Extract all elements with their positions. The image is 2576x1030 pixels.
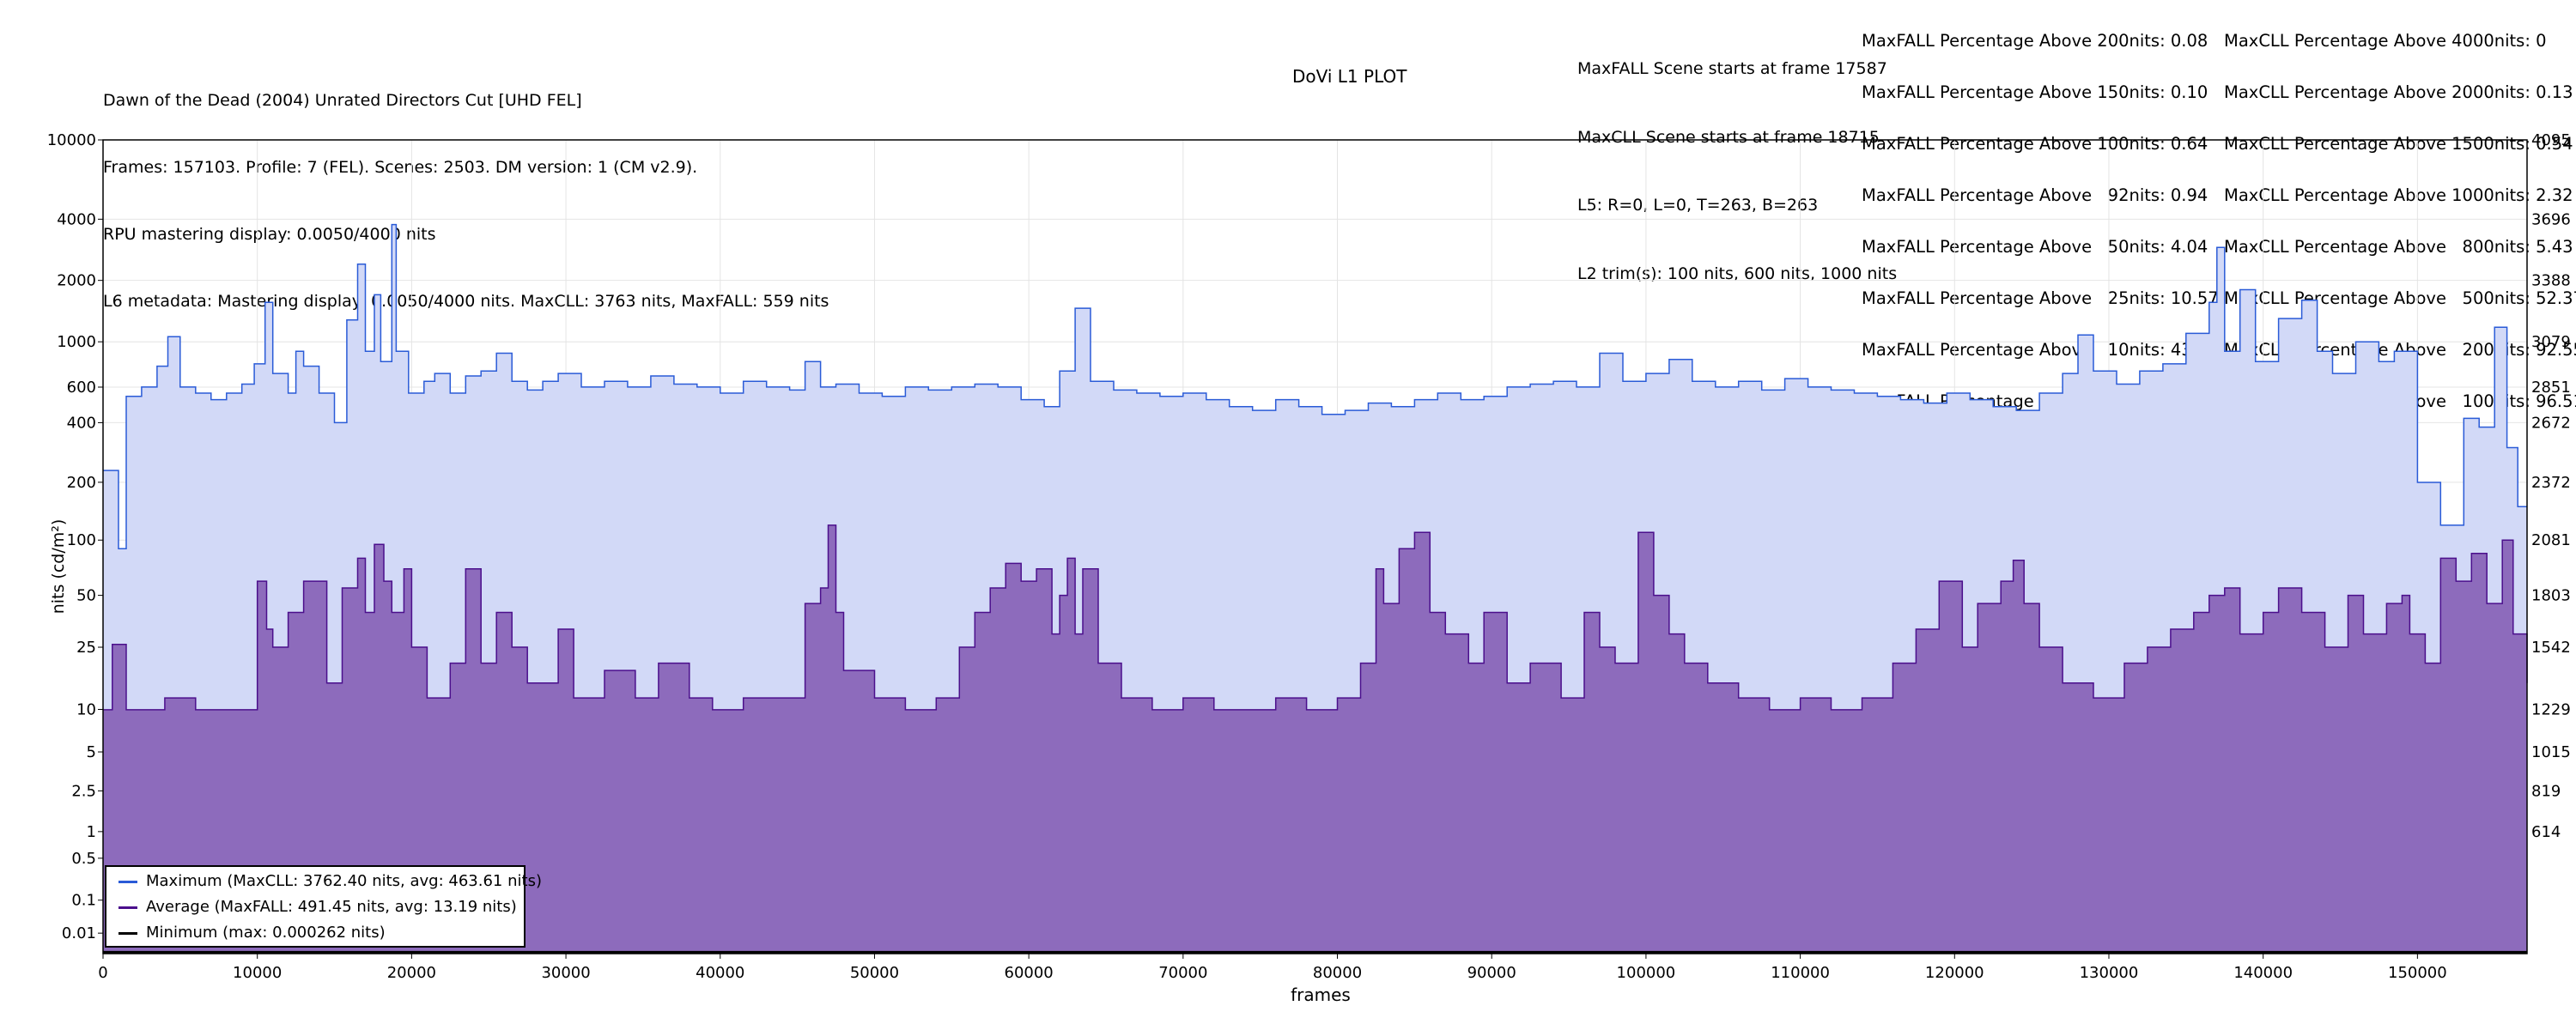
y-tick-label-right: 3079 <box>2531 333 2571 351</box>
legend-swatch <box>118 906 137 909</box>
y-tick-label-right: 3388 <box>2531 272 2571 290</box>
y-tick-label-right: 2372 <box>2531 474 2571 492</box>
maxfall-scene: MaxFALL Scene starts at frame 17587 <box>1577 59 1887 78</box>
y-tick-label-right: 819 <box>2531 782 2561 800</box>
y-tick-label-right: 2672 <box>2531 414 2571 432</box>
y-tick-label: 0.01 <box>62 924 96 942</box>
maxfall-pct-line: MaxFALL Percentage Above 25nits: 10.57 <box>1862 288 2219 308</box>
file-info: Dawn of the Dead (2004) Unrated Director… <box>103 45 829 335</box>
legend-item-minimum: Minimum (max: 0.000262 nits) <box>118 924 386 996</box>
series-lines <box>103 223 2528 954</box>
x-tick-label: 120000 <box>1925 964 1984 982</box>
y-tick-label: 10 <box>76 700 96 718</box>
y-tick-label-right: 614 <box>2531 823 2561 841</box>
legend-label: Maximum (MaxCLL: 3762.40 nits, avg: 463.… <box>146 872 542 890</box>
y-axis-label: nits (cd/m²) <box>49 519 68 615</box>
y-tick-label-right: 2081 <box>2531 531 2571 549</box>
y-tick-label-right: 1229 <box>2531 700 2571 718</box>
x-tick-label: 0 <box>98 964 107 982</box>
maxfall-pct-line: MaxFALL Percentage Above 150nits: 0.10 <box>1862 82 2208 102</box>
y-tick-label-right: 1803 <box>2531 587 2571 605</box>
axes <box>102 139 2528 954</box>
y-tick-label: 25 <box>76 639 96 657</box>
legend-swatch <box>118 881 137 883</box>
y-tick-label-right: 1542 <box>2531 639 2571 657</box>
series-line-average <box>103 524 2528 711</box>
y-axis-left-ticks: 10000 4000 2000 1000 600 400 200 100 50 25 10 5 2.5 1… <box>47 131 103 942</box>
x-tick-label: 90000 <box>1467 964 1516 982</box>
legend: Maximum (MaxCLL: 3762.40 nits, avg: 463.… <box>105 865 542 948</box>
y-tick-label-right: 1015 <box>2531 743 2571 761</box>
x-tick-label: 70000 <box>1158 964 1207 982</box>
y-tick-label: 600 <box>67 379 96 397</box>
maxfall-pct-line: MaxFALL Percentage Above 50nits: 4.04 <box>1862 237 2208 257</box>
y-tick-label: 100 <box>67 531 96 549</box>
maxcll-scene: MaxCLL Scene starts at frame 18715 <box>1577 127 1880 147</box>
series-area-average <box>103 524 2527 954</box>
x-tick-label: 110000 <box>1771 964 1830 982</box>
l6-info: L6 metadata: Mastering display: 0.0050/4… <box>103 292 829 311</box>
y-tick-label-right: 4095 <box>2531 131 2571 149</box>
file-title: Dawn of the Dead (2004) Unrated Director… <box>103 91 582 110</box>
legend-item-average: Average (MaxFALL: 491.45 nits, avg: 13.1… <box>118 898 517 970</box>
maxfall-pct-line: MaxFALL Percentage Above 200nits: 0.08 <box>1862 31 2208 51</box>
rpu-info: RPU mastering display: 0.0050/4000 nits <box>103 225 436 244</box>
x-tick-label: 60000 <box>1005 964 1054 982</box>
x-tick-label: 130000 <box>2080 964 2139 982</box>
y-tick-label: 4000 <box>57 210 96 228</box>
y-tick-label: 50 <box>76 587 96 605</box>
y-tick-label: 1 <box>87 823 96 841</box>
scene-info: MaxFALL Scene starts at frame 17587 MaxC… <box>1577 12 1897 308</box>
x-tick-label: 20000 <box>387 964 436 982</box>
y-tick-label-right: 2851 <box>2531 379 2571 397</box>
maxfall-pct-line: MaxFALL Percentage Above 92nits: 0.94 <box>1862 185 2208 205</box>
l2-trims: L2 trim(s): 100 nits, 600 nits, 1000 nit… <box>1577 264 1898 283</box>
y-tick-label: 400 <box>67 414 96 432</box>
series-line-maximum <box>103 223 2527 550</box>
x-tick-label: 150000 <box>2388 964 2447 982</box>
legend-item-maximum: Maximum (MaxCLL: 3762.40 nits, avg: 463.… <box>118 872 542 944</box>
legend-label: Minimum (max: 0.000262 nits) <box>146 924 386 942</box>
y-tick-label-right: 3696 <box>2531 210 2571 228</box>
y-tick-label: 5 <box>87 743 96 761</box>
x-tick-label: 10000 <box>233 964 282 982</box>
plot-frame <box>102 139 2528 954</box>
x-tick-label: 80000 <box>1313 964 1362 982</box>
frames-info: Frames: 157103. Profile: 7 (FEL). Scenes… <box>103 158 698 177</box>
x-tick-label: 50000 <box>850 964 899 982</box>
y-tick-label: 1000 <box>57 333 96 351</box>
y-tick-label: 2.5 <box>71 782 96 800</box>
chart-title: DoVi L1 PLOT <box>1292 66 1407 87</box>
x-tick-label: 40000 <box>696 964 744 982</box>
y-tick-label: 0.5 <box>71 850 96 868</box>
maxcll-pct-line: MaxCLL Percentage Above 800nits: 5.43 <box>2224 237 2573 257</box>
y-axis-right-ticks: 4095 3696 3388 3079 2851 2672 2372 2081 1803 1542… <box>2531 131 2571 841</box>
y-tick-label: 200 <box>67 474 96 492</box>
maxcll-pct-line: MaxCLL Percentage Above 2000nits: 0.13 <box>2224 82 2573 102</box>
x-tick-label: 30000 <box>541 964 590 982</box>
x-tick-label: 100000 <box>1617 964 1676 982</box>
l5-info: L5: R=0, L=0, T=263, B=263 <box>1577 196 1819 215</box>
x-axis-ticks: 0 10000 20000 30000 40000 50000 60000 70000 8000… <box>98 954 2447 982</box>
maxcll-pct-line: MaxCLL Percentage Above 4000nits: 0 <box>2224 31 2547 51</box>
series-areas <box>103 224 2527 954</box>
maxcll-pct-line: MaxCLL Percentage Above 1000nits: 2.32 <box>2224 185 2573 205</box>
x-tick-label: 140000 <box>2233 964 2293 982</box>
y-tick-label: 2000 <box>57 272 96 290</box>
legend-label: Average (MaxFALL: 491.45 nits, avg: 13.1… <box>146 898 517 916</box>
legend-swatch <box>118 932 137 935</box>
x-axis-label: frames <box>1291 985 1351 1005</box>
y-tick-label: 0.1 <box>71 892 96 910</box>
y-tick-label: 10000 <box>47 131 96 149</box>
